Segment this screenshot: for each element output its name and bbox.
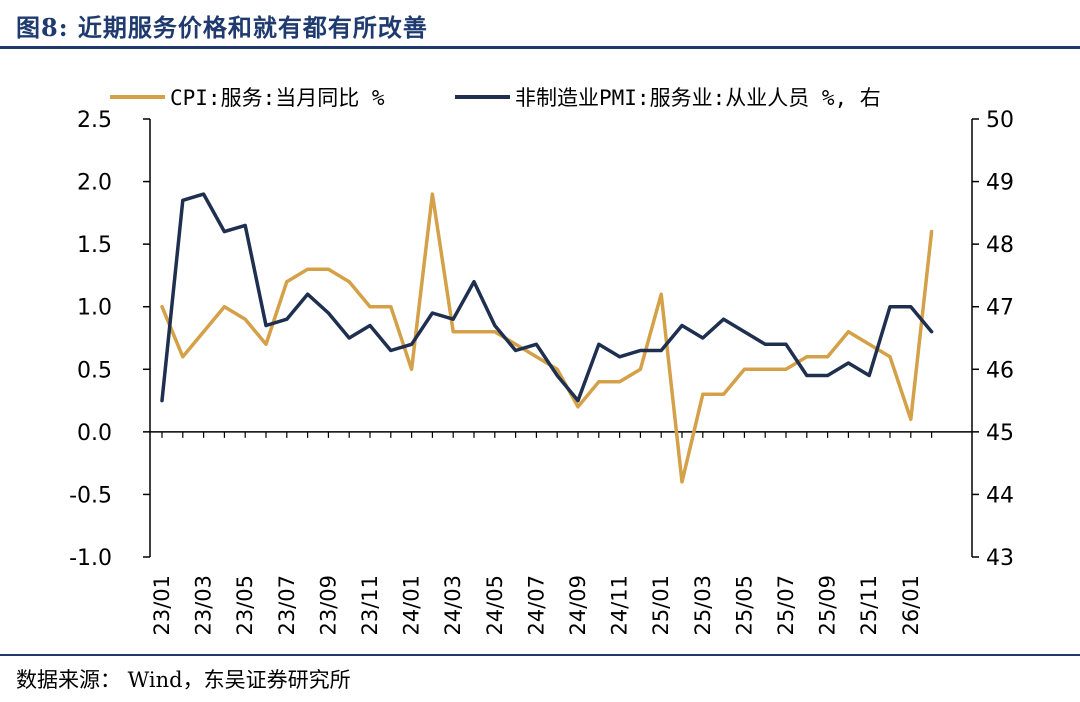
x-tick-label: 23/09 <box>316 575 340 636</box>
y-left-tick-label: 0.0 <box>77 421 112 446</box>
y-left-tick-label: -1.0 <box>69 546 112 571</box>
series-lines <box>160 192 934 484</box>
y-left-tick-label: 1.5 <box>77 233 112 258</box>
axes: 2.5 2.0 1.5 1.0 0.5 0.0 -0.5 -1.0 50 49 48 47 46 45 44… <box>69 108 1014 636</box>
legend: CPI:服务:当月同比 % 非制造业PMI:服务业:从业人员 %, 右 <box>110 86 881 110</box>
x-tick-label: 25/09 <box>816 575 840 636</box>
y-right-tick-label: 49 <box>986 171 1014 196</box>
y-right-tick-label: 46 <box>986 358 1014 383</box>
y-left-tick-label: 1.0 <box>77 296 112 321</box>
x-tick-label: 25/05 <box>732 575 756 636</box>
y-right-tick-label: 45 <box>986 421 1014 446</box>
legend-label: 非制造业PMI:服务业:从业人员 %, 右 <box>515 86 881 110</box>
x-tick-label: 24/11 <box>608 575 632 636</box>
x-tick-label: 24/01 <box>400 575 424 636</box>
title-rule <box>0 46 1080 49</box>
figure-title: 图8: 近期服务价格和就有都有所改善 <box>16 13 428 42</box>
y-left-tick-label: -0.5 <box>69 483 112 508</box>
x-tick-label: 25/11 <box>857 575 881 636</box>
x-tick-label: 24/07 <box>524 575 548 636</box>
pmi-services-employment-line <box>160 192 934 403</box>
x-tick-label: 24/09 <box>566 575 590 636</box>
y-left-tick-label: 2.0 <box>77 171 112 196</box>
y-right-tick-label: 43 <box>986 546 1014 571</box>
source-note: 数据来源： Wind，东吴证券研究所 <box>16 668 351 692</box>
footer-rule <box>0 654 1080 656</box>
y-left-tick-label: 0.5 <box>77 358 112 383</box>
legend-label: CPI:服务:当月同比 % <box>170 86 385 110</box>
x-tick-label: 24/05 <box>483 575 507 636</box>
y-right-tick-label: 50 <box>986 108 1014 133</box>
dual-axis-line-chart: CPI:服务:当月同比 % 非制造业PMI:服务业:从业人员 %, 右 2.52.… <box>69 86 1014 636</box>
x-tick-label: 23/03 <box>192 575 216 636</box>
x-tick-label: 25/01 <box>649 575 673 636</box>
x-tick-label: 23/11 <box>358 575 382 636</box>
x-tick-label: 26/01 <box>899 575 923 636</box>
y-right-tick-label: 48 <box>986 233 1014 258</box>
x-tick-label: 24/03 <box>441 575 465 636</box>
x-tick-label: 23/05 <box>233 575 257 636</box>
cpi-services-line <box>160 192 934 484</box>
x-tick-label: 23/07 <box>275 575 299 636</box>
y-right-tick-label: 47 <box>986 296 1014 321</box>
y-right-tick-label: 44 <box>986 483 1014 508</box>
x-tick-label: 25/07 <box>774 575 798 636</box>
x-tick-label: 23/01 <box>150 575 174 636</box>
x-tick-label: 25/03 <box>691 575 715 636</box>
y-left-tick-label: 2.5 <box>77 108 112 133</box>
